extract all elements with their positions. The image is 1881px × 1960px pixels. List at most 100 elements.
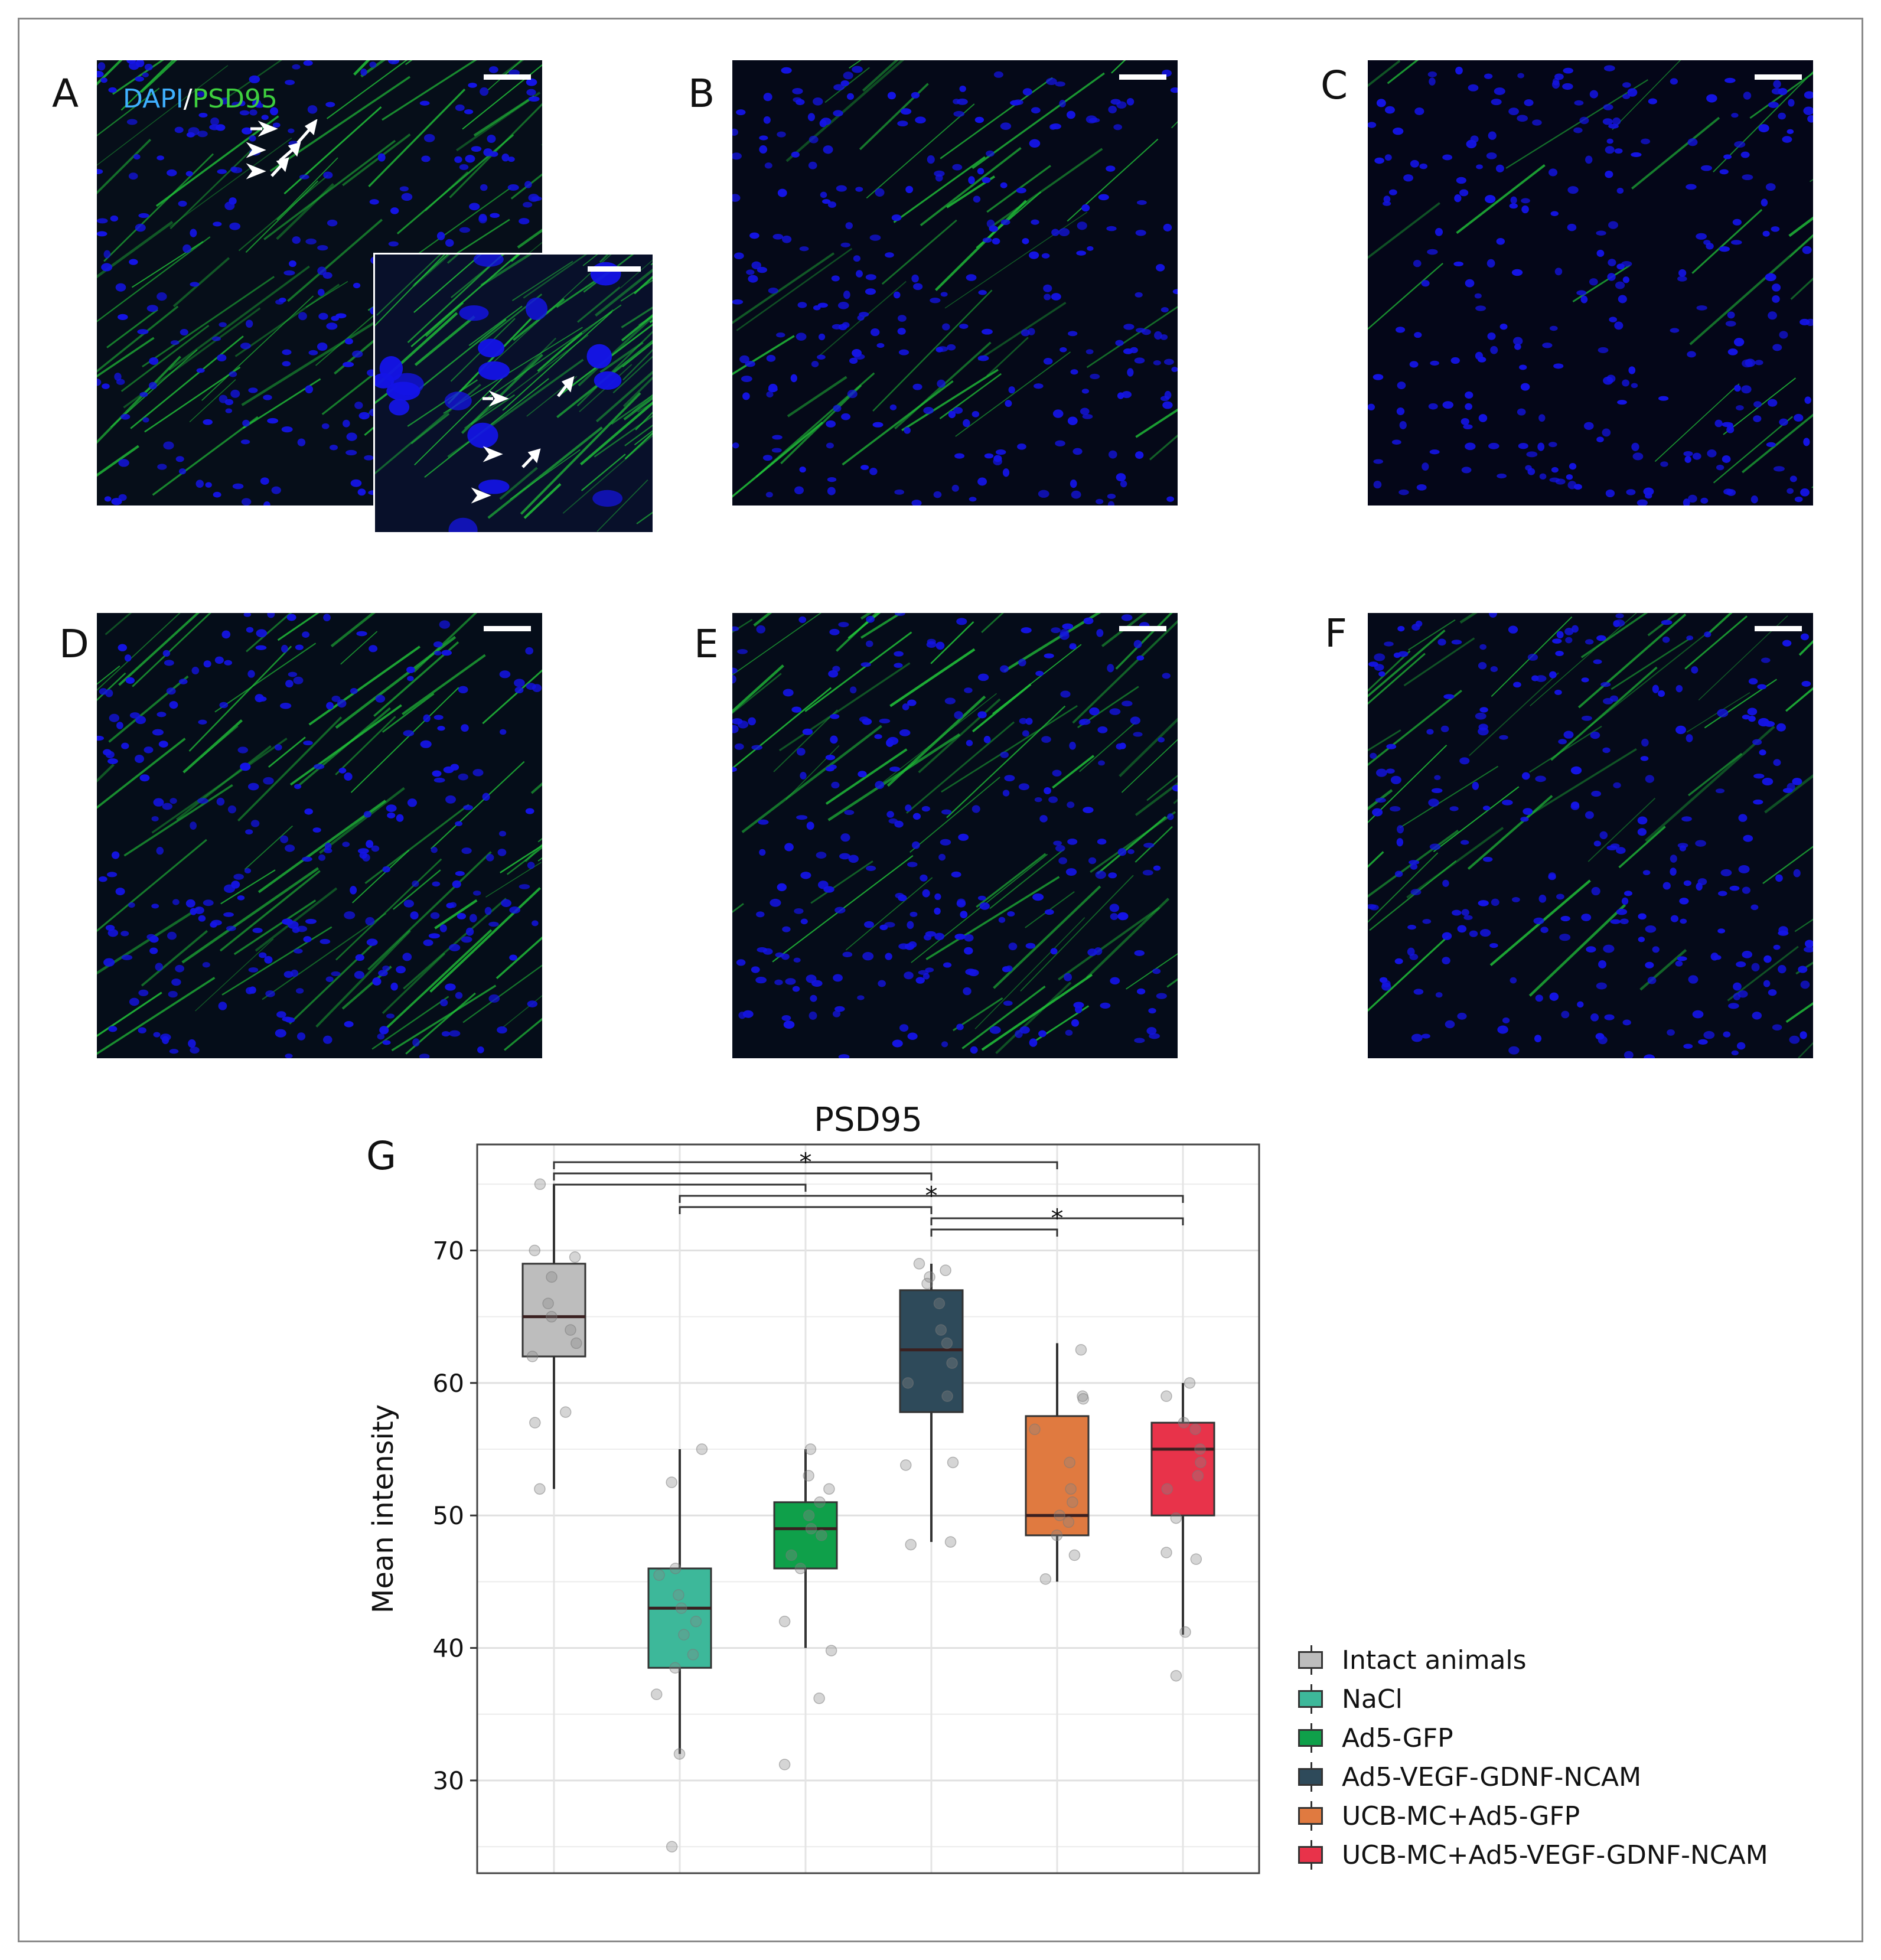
panel-label-c: C (1321, 63, 1348, 108)
micrograph-texture (1368, 613, 1813, 1058)
legend-item: NaCl (1297, 1679, 1768, 1718)
data-point (778, 1759, 791, 1770)
data-point (778, 1615, 791, 1628)
scale-bar (1119, 626, 1166, 631)
micrograph-texture (732, 60, 1178, 506)
panel-label-e: E (694, 621, 719, 667)
data-point (650, 1688, 663, 1700)
stain-legend: DAPI/PSD95 (123, 86, 278, 112)
data-point (546, 1310, 558, 1323)
stain-label-dapi: DAPI (123, 84, 184, 114)
data-point (921, 1277, 933, 1290)
data-point (534, 1178, 546, 1191)
legend-swatch (1297, 1762, 1326, 1792)
panel-label-b: B (688, 71, 715, 116)
data-point (673, 1748, 686, 1760)
data-point (940, 1264, 951, 1276)
scale-bar (1755, 626, 1802, 631)
stain-label-separator: / (183, 84, 193, 114)
data-point (666, 1476, 677, 1488)
arrow-icon (246, 119, 318, 180)
legend-label: Ad5-VEGF-GDNF-NCAM (1342, 1762, 1642, 1792)
legend-swatch (1297, 1723, 1326, 1753)
data-point (1067, 1496, 1078, 1508)
significance-star: * (800, 1147, 812, 1176)
data-point (1194, 1443, 1206, 1455)
data-point (823, 1483, 835, 1495)
data-point (1178, 1417, 1190, 1429)
panel-label-f: F (1325, 611, 1347, 656)
data-point (669, 1662, 681, 1674)
data-point (569, 1251, 581, 1263)
y-tick-label: 40 (433, 1634, 464, 1663)
data-point (542, 1297, 554, 1309)
scale-bar (1119, 74, 1166, 80)
micrograph-b (732, 60, 1178, 506)
data-point (1161, 1483, 1173, 1495)
data-point (1192, 1470, 1204, 1482)
box-iqr (1150, 1421, 1215, 1517)
figure-frame (18, 18, 1863, 1942)
data-point (1179, 1626, 1191, 1638)
stain-label-psd95: PSD95 (192, 84, 278, 114)
y-tick-label: 60 (433, 1369, 464, 1398)
data-point (565, 1324, 576, 1336)
legend-label: NaCl (1342, 1684, 1403, 1714)
data-point (944, 1536, 957, 1548)
data-point (1160, 1390, 1172, 1403)
micrograph-d (97, 613, 542, 1058)
micrograph-texture (732, 613, 1178, 1058)
data-point (687, 1649, 699, 1661)
data-point (902, 1377, 914, 1389)
data-point (1062, 1516, 1075, 1528)
data-point (805, 1522, 817, 1535)
data-point (1039, 1573, 1052, 1585)
data-point (653, 1569, 665, 1581)
legend-item: UCB-MC+Ad5-GFP (1297, 1796, 1768, 1835)
data-point (546, 1271, 558, 1283)
significance-bracket (930, 1228, 1058, 1237)
data-point (1065, 1483, 1077, 1495)
data-point (673, 1589, 684, 1601)
y-axis-label: Mean intensity (367, 1404, 400, 1613)
micrograph-f (1368, 613, 1813, 1058)
data-point (947, 1456, 959, 1469)
data-point (814, 1496, 826, 1508)
scale-bar (484, 74, 531, 80)
micrograph-texture (375, 255, 653, 532)
data-point (905, 1538, 917, 1551)
panel-label-g: G (366, 1133, 397, 1179)
legend-item: Ad5-VEGF-GDNF-NCAM (1297, 1757, 1768, 1796)
data-point (941, 1337, 953, 1349)
data-point (690, 1615, 702, 1628)
significance-bracket (930, 1217, 1184, 1225)
data-point (526, 1351, 539, 1362)
data-point (1170, 1669, 1182, 1682)
data-point (1170, 1512, 1182, 1524)
data-point (813, 1692, 825, 1704)
data-point (803, 1509, 815, 1521)
legend-swatch (1297, 1684, 1326, 1714)
data-point (666, 1841, 678, 1853)
data-point (1189, 1423, 1201, 1436)
data-point (571, 1337, 582, 1349)
data-point (559, 1406, 572, 1418)
chart-title: PSD95 (814, 1101, 922, 1139)
arrow-icon (471, 376, 575, 504)
micrograph-texture (97, 613, 542, 1058)
data-point (804, 1443, 817, 1455)
micrograph-a-inset (373, 253, 654, 534)
significance-bracket (553, 1161, 1058, 1169)
data-point (941, 1390, 953, 1403)
data-point (1075, 1344, 1087, 1356)
plot-frame (476, 1143, 1260, 1874)
legend-label: UCB-MC+Ad5-GFP (1342, 1801, 1580, 1831)
legend-label: Ad5-GFP (1342, 1723, 1453, 1753)
data-point (1064, 1456, 1075, 1469)
data-point (696, 1443, 708, 1455)
panel-label-d: D (59, 621, 89, 667)
data-point (1184, 1377, 1196, 1389)
data-point (534, 1483, 546, 1495)
data-point (924, 1271, 935, 1283)
